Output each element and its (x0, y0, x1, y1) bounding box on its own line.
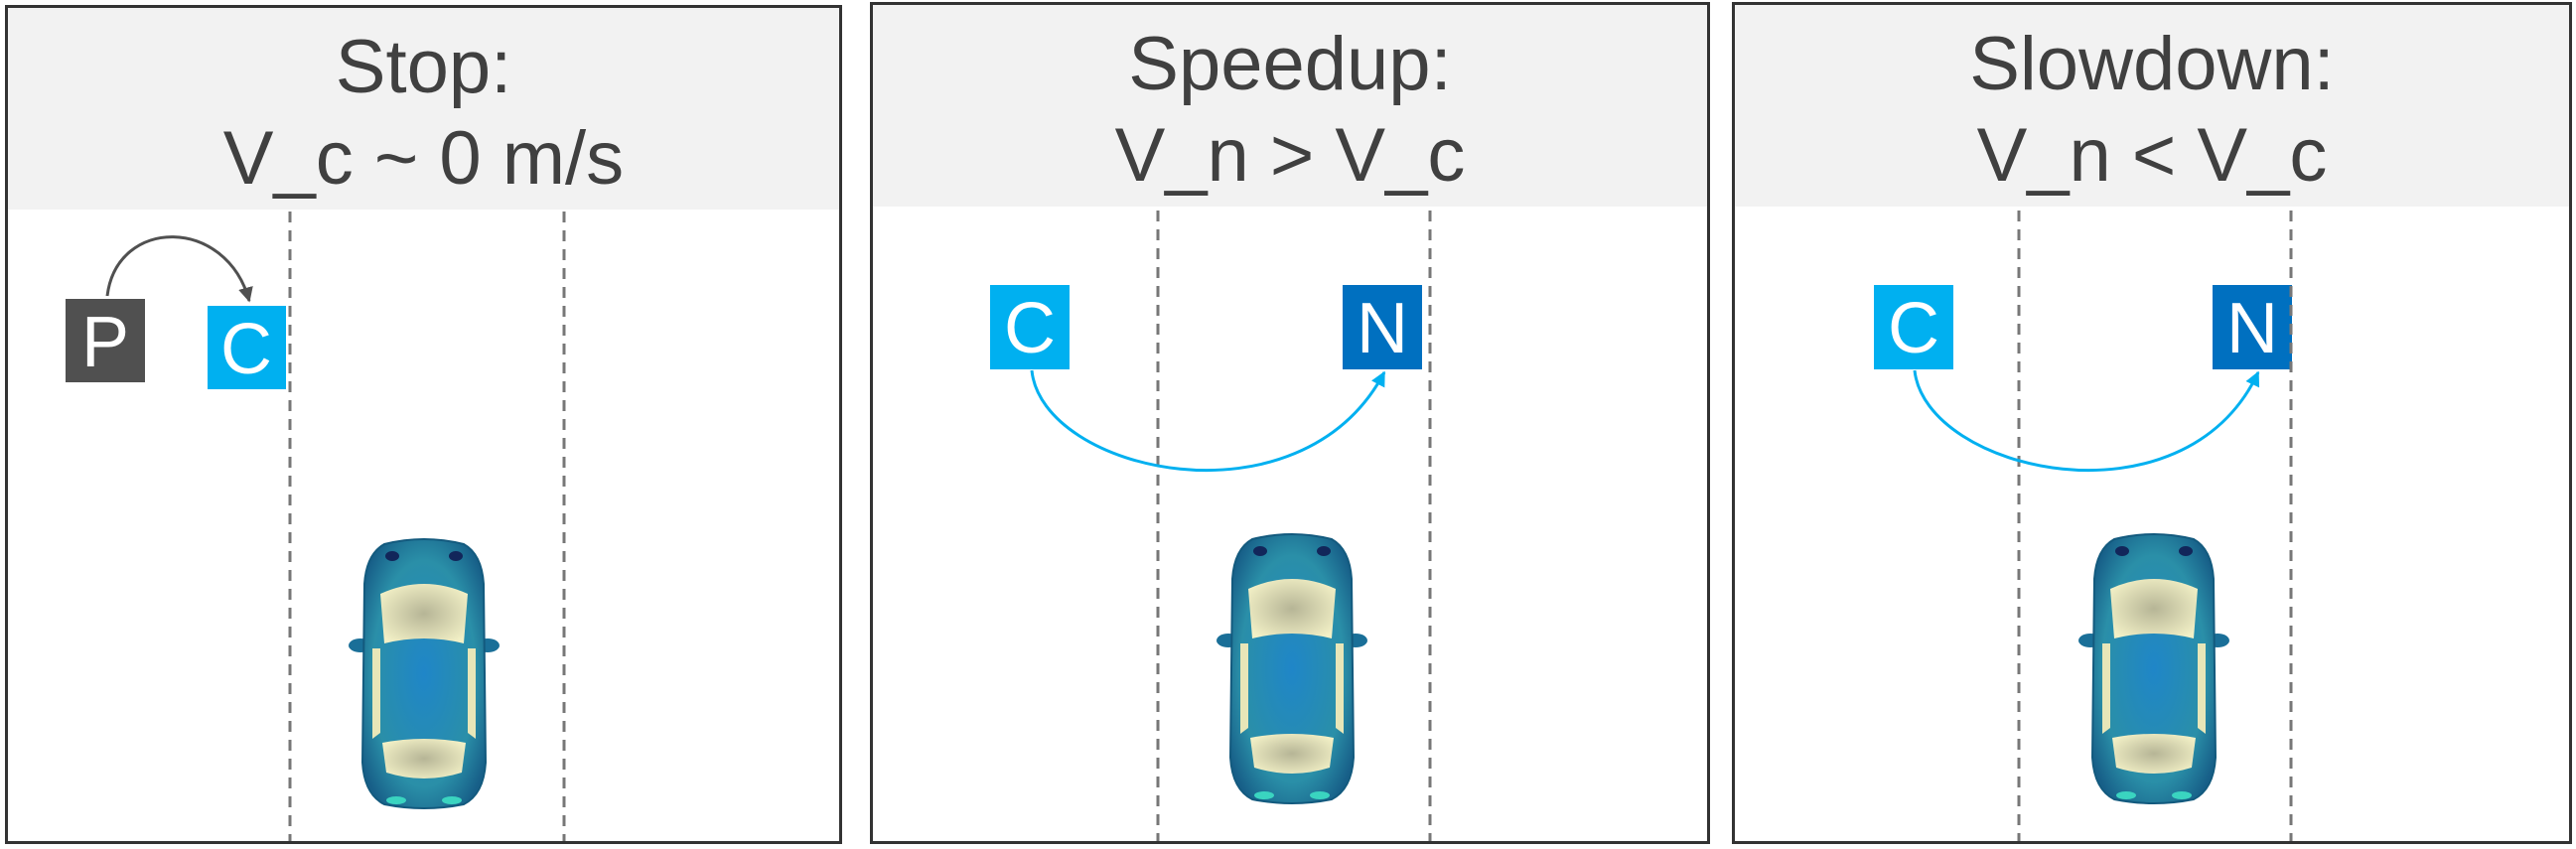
speedup-scene: C N (990, 211, 1432, 841)
stop-scene: P C (66, 212, 566, 841)
panel-slowdown: Slowdown: V_n < V_c C N (1732, 2, 2572, 844)
panel-header (1735, 5, 2569, 207)
marker-p: P (66, 299, 145, 382)
slowdown-scene: C N (1874, 211, 2293, 841)
marker-n: N (1343, 285, 1422, 369)
car-icon (1216, 533, 1368, 804)
svg-text:P: P (81, 303, 129, 382)
panel-header (8, 8, 839, 210)
transition-arrow (1913, 369, 2260, 472)
svg-text:C: C (220, 310, 272, 389)
marker-c: C (1874, 285, 1953, 369)
transition-arrow (105, 235, 253, 303)
svg-text:N: N (2226, 289, 2278, 368)
marker-n: N (2213, 285, 2292, 369)
panel-condition: V_n > V_c (1114, 113, 1466, 198)
panel-title: Stop: (335, 25, 512, 109)
panel-title: Slowdown: (1969, 22, 2335, 106)
svg-text:C: C (1888, 289, 1939, 368)
car-icon (348, 538, 501, 809)
panel-speedup: Speedup: V_n > V_c C N (870, 2, 1710, 844)
panel-stop: Stop: V_c ~ 0 m/s P C (5, 5, 842, 844)
panel-header (873, 5, 1707, 207)
svg-text:C: C (1004, 289, 1056, 368)
marker-c: C (208, 306, 286, 389)
svg-text:N: N (1357, 289, 1408, 368)
car-icon (2077, 533, 2230, 804)
transition-arrow (1030, 369, 1386, 472)
marker-c: C (990, 285, 1070, 369)
panel-condition: V_n < V_c (1976, 113, 2328, 198)
panel-title: Speedup: (1128, 22, 1452, 106)
panel-condition: V_c ~ 0 m/s (222, 116, 625, 201)
